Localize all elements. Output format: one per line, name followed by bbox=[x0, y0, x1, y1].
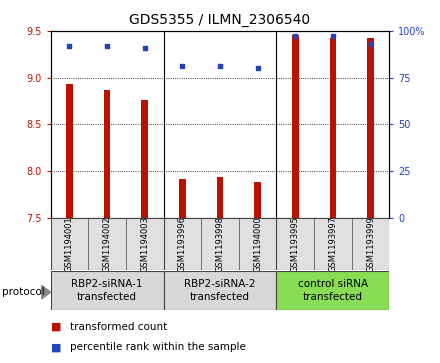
Text: GSM1193998: GSM1193998 bbox=[216, 216, 224, 272]
Bar bbox=[51, 271, 164, 310]
Text: ■: ■ bbox=[51, 322, 61, 332]
Text: GSM1194002: GSM1194002 bbox=[103, 216, 112, 272]
Text: percentile rank within the sample: percentile rank within the sample bbox=[70, 342, 246, 352]
Text: GSM1194000: GSM1194000 bbox=[253, 216, 262, 272]
Bar bbox=[164, 218, 201, 270]
Point bbox=[103, 43, 110, 49]
Point bbox=[66, 43, 73, 49]
Text: GSM1193999: GSM1193999 bbox=[366, 216, 375, 272]
Point bbox=[141, 45, 148, 50]
Text: GSM1194003: GSM1194003 bbox=[140, 216, 149, 272]
Point bbox=[292, 33, 299, 39]
Bar bbox=[352, 218, 389, 270]
Text: protocol: protocol bbox=[2, 287, 45, 297]
Bar bbox=[292, 34, 299, 218]
Bar bbox=[141, 100, 148, 218]
Point bbox=[254, 65, 261, 71]
Bar bbox=[164, 271, 276, 310]
Bar bbox=[216, 177, 224, 218]
Bar bbox=[276, 271, 389, 310]
Text: GSM1193997: GSM1193997 bbox=[328, 216, 337, 272]
Bar bbox=[201, 218, 239, 270]
Bar bbox=[239, 218, 276, 270]
Text: GDS5355 / ILMN_2306540: GDS5355 / ILMN_2306540 bbox=[129, 13, 311, 27]
Bar bbox=[330, 38, 336, 218]
Text: ■: ■ bbox=[51, 342, 61, 352]
Bar bbox=[179, 179, 186, 218]
Bar bbox=[88, 218, 126, 270]
Polygon shape bbox=[41, 285, 51, 299]
Point bbox=[179, 64, 186, 69]
Point bbox=[330, 33, 337, 39]
Bar bbox=[66, 84, 73, 218]
Text: RBP2-siRNA-2
transfected: RBP2-siRNA-2 transfected bbox=[184, 279, 256, 302]
Point bbox=[216, 64, 224, 69]
Text: GSM1193996: GSM1193996 bbox=[178, 216, 187, 272]
Bar bbox=[51, 218, 88, 270]
Point bbox=[367, 41, 374, 47]
Bar bbox=[314, 218, 352, 270]
Bar bbox=[367, 38, 374, 218]
Text: control siRNA
transfected: control siRNA transfected bbox=[298, 279, 368, 302]
Text: transformed count: transformed count bbox=[70, 322, 168, 332]
Bar bbox=[254, 182, 261, 218]
Text: RBP2-siRNA-1
transfected: RBP2-siRNA-1 transfected bbox=[71, 279, 143, 302]
Bar bbox=[276, 218, 314, 270]
Text: GSM1193995: GSM1193995 bbox=[291, 216, 300, 272]
Bar bbox=[104, 90, 110, 218]
Bar bbox=[126, 218, 164, 270]
Text: GSM1194001: GSM1194001 bbox=[65, 216, 74, 272]
